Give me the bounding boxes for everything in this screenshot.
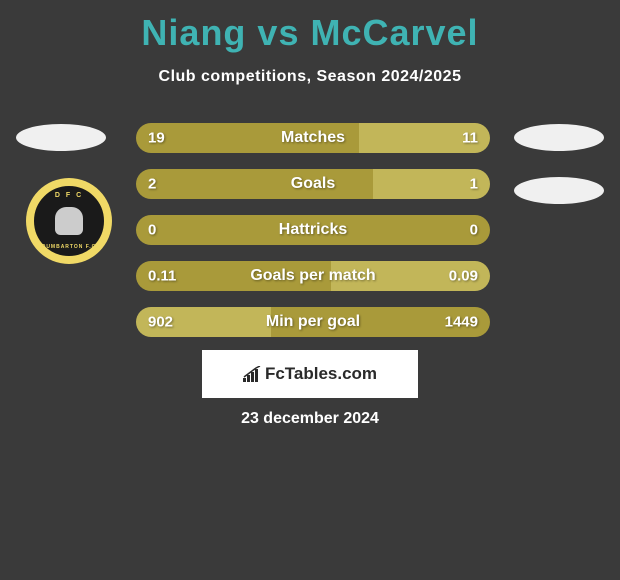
subtitle: Club competitions, Season 2024/2025 [0, 68, 620, 86]
stat-value-left: 0 [148, 222, 156, 239]
stat-value-right: 11 [462, 130, 478, 147]
club-logo-elephant-icon [55, 207, 83, 235]
stat-value-left: 19 [148, 130, 165, 147]
branding-badge[interactable]: FcTables.com [202, 350, 418, 398]
stat-value-right: 1 [470, 176, 478, 193]
stat-row: 0 0 Hattricks [136, 215, 490, 245]
stat-bar-left [136, 169, 373, 199]
stat-label: Goals per match [250, 267, 375, 285]
stat-row: 902 1449 Min per goal [136, 307, 490, 337]
date-label: 23 december 2024 [241, 410, 379, 428]
club-logo-left: D F C DUMBARTON F.C [26, 178, 112, 264]
club-logo-text-top: D F C [55, 192, 83, 199]
club-logo-text-bottom: DUMBARTON F.C [42, 244, 97, 250]
player-right-avatar [514, 124, 604, 151]
chart-icon [243, 366, 261, 382]
stat-label: Hattricks [279, 221, 347, 239]
player-left-avatar [16, 124, 106, 151]
stat-value-left: 902 [148, 314, 173, 331]
branding-text: FcTables.com [265, 364, 377, 384]
player-right-club-avatar [514, 177, 604, 204]
stat-value-right: 0 [470, 222, 478, 239]
stat-row: 0.11 0.09 Goals per match [136, 261, 490, 291]
stat-label: Goals [291, 175, 335, 193]
page-title: Niang vs McCarvel [0, 0, 620, 54]
stat-value-right: 1449 [445, 314, 478, 331]
stat-label: Min per goal [266, 313, 360, 331]
stats-container: 19 11 Matches 2 1 Goals 0 0 Hattricks 0.11 0.09 Goa… [136, 123, 490, 353]
stat-label: Matches [281, 129, 345, 147]
stat-row: 19 11 Matches [136, 123, 490, 153]
stat-value-right: 0.09 [449, 268, 478, 285]
stat-value-left: 0.11 [148, 268, 176, 285]
stat-row: 2 1 Goals [136, 169, 490, 199]
stat-value-left: 2 [148, 176, 156, 193]
